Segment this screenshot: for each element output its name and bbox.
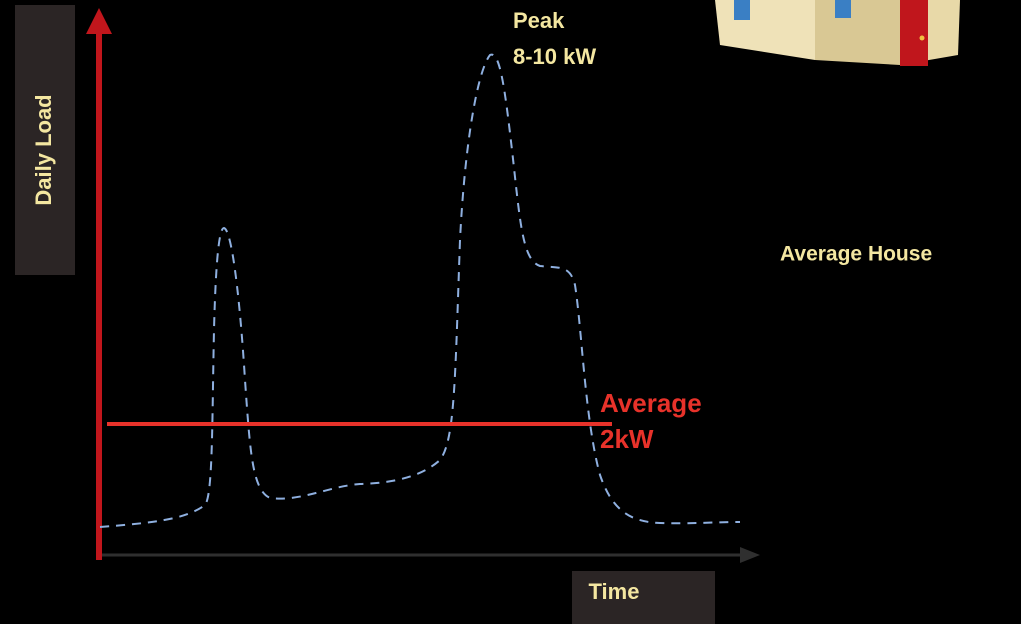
average-value: 2kW [600,424,654,454]
background [0,0,1021,624]
house-label: Average House [780,243,932,266]
y-axis-label: Daily Load [31,94,56,205]
x-axis-label: Time [589,579,640,604]
page: Daily Load Time Peak 8-10 kW Average 2kW… [0,0,1021,624]
peak-title: Peak [513,8,565,33]
diagram: Daily Load Time Peak 8-10 kW Average 2kW… [0,0,1021,624]
peak-value: 8-10 kW [513,44,596,69]
average-title: Average [600,388,702,418]
